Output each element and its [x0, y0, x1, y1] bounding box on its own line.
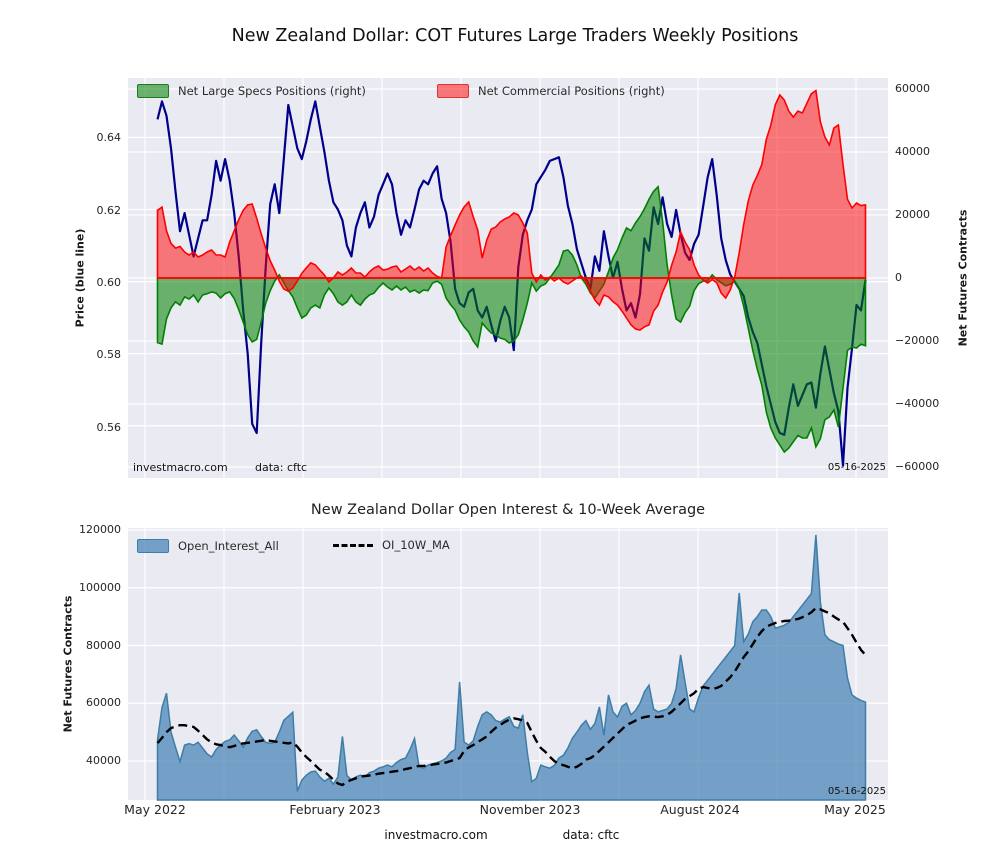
open-interest-area [156, 534, 867, 801]
watermark-text: investmacro.com [133, 461, 228, 474]
price-tick-label: 0.60 [96, 276, 122, 289]
contracts-axis-label-right: Net Futures Contracts [956, 209, 970, 347]
oi-10w-ma-line [156, 606, 867, 787]
contracts-tick-label: 20000 [895, 208, 930, 221]
contracts-tick-label: 60000 [895, 82, 930, 95]
legend-item-oi-ma: OI_10W_MA [333, 538, 450, 552]
data-source-text: data: cftc [255, 461, 308, 474]
oi-tick-label: 40000 [86, 754, 121, 767]
oi-tick-label: 80000 [86, 639, 121, 652]
oi-tick-label: 120000 [79, 523, 121, 536]
x-tick-label: May 2022 [124, 802, 186, 817]
oi-tick-label: 100000 [79, 581, 121, 594]
oi-tick-label: 60000 [86, 696, 121, 709]
legend-item-commercial: Net Commercial Positions (right) [437, 84, 665, 98]
page-title: New Zealand Dollar: COT Futures Large Tr… [231, 26, 799, 46]
footer-watermark: investmacro.com [384, 828, 488, 842]
x-tick-label: February 2023 [289, 802, 381, 817]
last-date-stamp-bottom: 05-16-2025 [827, 786, 886, 797]
open-interest-chart-title: New Zealand Dollar Open Interest & 10-We… [310, 502, 706, 518]
oi-ma-dash-swatch [333, 543, 373, 547]
commercial-legend-label: Net Commercial Positions (right) [478, 84, 665, 98]
x-tick-label: August 2024 [660, 802, 740, 817]
last-date-stamp: 05-16-2025 [827, 462, 886, 473]
price-tick-label: 0.64 [96, 131, 122, 144]
contracts-tick-label: −20000 [895, 334, 940, 347]
legend-item-open-interest: Open_Interest_All [137, 539, 279, 553]
price-axis-label: Price (blue line) [73, 228, 87, 328]
oi-axis-label: Net Futures Contracts [61, 595, 75, 733]
large-specs-legend-label: Net Large Specs Positions (right) [178, 84, 366, 98]
contracts-tick-label: −40000 [895, 397, 940, 410]
contracts-tick-label: 40000 [895, 145, 930, 158]
oi-ma-legend-label: OI_10W_MA [382, 538, 450, 552]
price-tick-label: 0.56 [96, 421, 122, 434]
open-interest-swatch [137, 539, 169, 553]
contracts-tick-label: 0 [895, 271, 902, 284]
x-tick-label: November 2023 [479, 802, 581, 817]
commercial-swatch [437, 84, 469, 98]
footer-source: data: cftc [562, 828, 620, 842]
contracts-tick-label: −60000 [895, 460, 940, 473]
large-specs-swatch [137, 84, 169, 98]
x-tick-label: May 2025 [824, 802, 886, 817]
price-tick-label: 0.58 [96, 348, 122, 361]
legend-item-large-specs: Net Large Specs Positions (right) [137, 84, 366, 98]
open-interest-legend-label: Open_Interest_All [178, 539, 279, 553]
price-tick-label: 0.62 [96, 204, 122, 217]
